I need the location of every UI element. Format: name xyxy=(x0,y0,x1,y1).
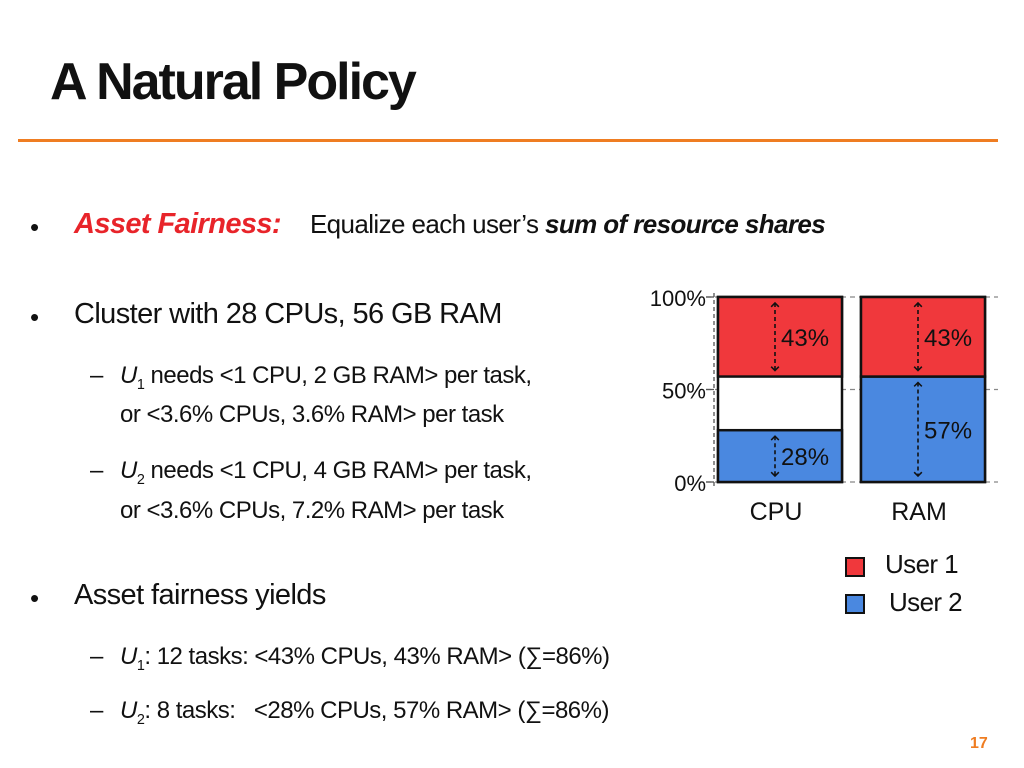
bar-ram-user2 xyxy=(859,375,987,484)
y-tick-label: 50% xyxy=(662,379,706,404)
slide-title: A Natural Policy xyxy=(50,53,417,111)
u2-shares-line: or <3.6% CPUs, 7.2% RAM> per task xyxy=(120,497,504,524)
bar-label-cpu-user2: 28% xyxy=(781,444,829,471)
bar-ram-user1 xyxy=(859,295,987,378)
y1-text: : 12 tasks: <43% CPUs, 43% RAM> (∑=86%) xyxy=(144,643,610,670)
bullet-dot: • xyxy=(30,212,40,242)
yields-bullet: Asset fairness yields xyxy=(74,579,326,611)
sub-dash: – xyxy=(90,697,104,724)
asset-fairness-bold: sum of resource shares xyxy=(544,209,826,239)
legend-swatch-user2 xyxy=(845,594,865,614)
bullet-dot: • xyxy=(30,583,40,613)
bullet-dot: • xyxy=(30,302,40,332)
cluster-bullet: Cluster with 28 CPUs, 56 GB RAM xyxy=(74,298,502,330)
u2-line1: needs <1 CPU, 4 GB RAM> per task, xyxy=(144,457,533,484)
y2-name: U xyxy=(120,697,137,724)
legend-label-user1: User 1 xyxy=(885,549,959,579)
legend-label-user2: User 2 xyxy=(889,587,963,617)
y2-text: : 8 tasks: <28% CPUs, 57% RAM> (∑=86%) xyxy=(144,697,609,724)
y-tick-label: 0% xyxy=(674,471,706,496)
bar-cpu-user1 xyxy=(716,295,844,378)
sub-dash: – xyxy=(90,457,104,484)
y-tick-label: 100% xyxy=(650,286,706,311)
bar-cpu-user2 xyxy=(716,428,844,484)
u1-name: U xyxy=(120,362,137,389)
u1-line1: needs <1 CPU, 2 GB RAM> per task, xyxy=(144,362,533,389)
bar-label-cpu-user1: 43% xyxy=(781,325,829,352)
u1-needs-line: U1 needs <1 CPU, 2 GB RAM> per task, xyxy=(120,362,532,393)
page-number: 17 xyxy=(970,735,988,752)
title-divider xyxy=(18,139,998,142)
sub-dash: – xyxy=(90,362,104,389)
bar-label-ram-user1: 43% xyxy=(924,325,972,352)
asset-fairness-bullet: Asset Fairness: Equalize each user’s sum… xyxy=(74,208,826,241)
y1-sub: 1 xyxy=(136,657,145,674)
y1-line: U1: 12 tasks: <43% CPUs, 43% RAM> (∑=86%… xyxy=(120,643,610,674)
sub-dash: – xyxy=(90,643,104,670)
asset-fairness-label: Asset Fairness: xyxy=(74,208,282,240)
bar-label-ram-user2: 57% xyxy=(924,417,972,444)
asset-fairness-text: Equalize each user’s xyxy=(309,209,545,239)
y1-name: U xyxy=(120,643,137,670)
u2-name: U xyxy=(120,457,137,484)
x-tick-label-cpu: CPU xyxy=(750,498,803,526)
x-tick-label-ram: RAM xyxy=(891,498,947,526)
y2-sub: 2 xyxy=(136,711,145,728)
y2-line: U2: 8 tasks: <28% CPUs, 57% RAM> (∑=86%) xyxy=(120,697,609,728)
u2-needs-line: U2 needs <1 CPU, 4 GB RAM> per task, xyxy=(120,457,532,488)
legend-swatch-user1 xyxy=(845,557,865,577)
u1-sub: 1 xyxy=(136,376,145,393)
u2-sub: 2 xyxy=(136,471,145,488)
u1-shares-line: or <3.6% CPUs, 3.6% RAM> per task xyxy=(120,401,504,428)
